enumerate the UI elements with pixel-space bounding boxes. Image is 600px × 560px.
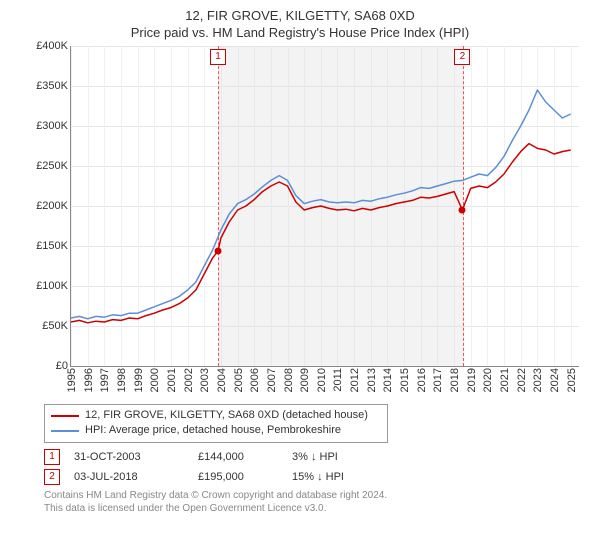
footer: Contains HM Land Registry data © Crown c… <box>44 489 556 515</box>
plot-area: 12 <box>70 46 579 367</box>
y-axis: £0£50K£100K£150K£200K£250K£300K£350K£400… <box>20 46 70 366</box>
legend-swatch-hpi <box>51 430 79 432</box>
x-tick-label: 2017 <box>432 368 444 392</box>
annot-row-2: 2 03-JUL-2018 £195,000 15% ↓ HPI <box>44 469 590 485</box>
y-tick-label: £400K <box>20 40 68 52</box>
y-tick-label: £350K <box>20 80 68 92</box>
x-tick-label: 2002 <box>183 368 195 392</box>
legend: 12, FIR GROVE, KILGETTY, SA68 0XD (detac… <box>44 404 388 443</box>
legend-label-hpi: HPI: Average price, detached house, Pemb… <box>85 423 341 438</box>
x-tick-label: 2005 <box>233 368 245 392</box>
annot-row-1: 1 31-OCT-2003 £144,000 3% ↓ HPI <box>44 449 590 465</box>
x-tick-label: 2007 <box>266 368 278 392</box>
legend-row-hpi: HPI: Average price, detached house, Pemb… <box>51 423 381 438</box>
x-tick-label: 2022 <box>516 368 528 392</box>
x-tick-label: 2024 <box>549 368 561 392</box>
footer-line-1: Contains HM Land Registry data © Crown c… <box>44 489 556 502</box>
footer-line-2: This data is licensed under the Open Gov… <box>44 502 556 515</box>
x-tick-label: 2009 <box>299 368 311 392</box>
line-layer <box>71 46 579 366</box>
annot-diff-2: 15% ↓ HPI <box>292 471 392 483</box>
x-tick-label: 1999 <box>133 368 145 392</box>
x-tick-label: 2016 <box>416 368 428 392</box>
x-tick-label: 2001 <box>166 368 178 392</box>
x-tick-label: 2025 <box>566 368 578 392</box>
x-tick-label: 1998 <box>116 368 128 392</box>
x-tick-label: 2004 <box>216 368 228 392</box>
x-tick-label: 2014 <box>382 368 394 392</box>
legend-row-property: 12, FIR GROVE, KILGETTY, SA68 0XD (detac… <box>51 408 381 423</box>
y-tick-label: £300K <box>20 120 68 132</box>
marker-badge: 1 <box>210 49 226 65</box>
x-tick-label: 2008 <box>283 368 295 392</box>
annot-diff-1: 3% ↓ HPI <box>292 451 392 463</box>
marker-badge: 2 <box>454 49 470 65</box>
annot-badge-2: 2 <box>44 469 60 485</box>
sale-point <box>215 247 222 254</box>
x-tick-label: 2003 <box>199 368 211 392</box>
x-tick-label: 1997 <box>99 368 111 392</box>
y-tick-label: £0 <box>20 360 68 372</box>
x-tick-label: 1996 <box>83 368 95 392</box>
x-tick-label: 2015 <box>399 368 411 392</box>
annot-date-2: 03-JUL-2018 <box>74 471 184 483</box>
annot-badge-1: 1 <box>44 449 60 465</box>
x-axis: 1995199619971998199920002001200220032004… <box>70 368 578 398</box>
annot-price-1: £144,000 <box>198 451 278 463</box>
legend-swatch-property <box>51 415 79 417</box>
chart-area: £0£50K£100K£150K£200K£250K£300K£350K£400… <box>20 46 580 396</box>
y-tick-label: £50K <box>20 320 68 332</box>
y-tick-label: £150K <box>20 240 68 252</box>
sale-annotations: 1 31-OCT-2003 £144,000 3% ↓ HPI 2 03-JUL… <box>44 449 590 485</box>
x-tick-label: 2021 <box>499 368 511 392</box>
x-tick-label: 2013 <box>366 368 378 392</box>
sale-point <box>459 206 466 213</box>
page-title: 12, FIR GROVE, KILGETTY, SA68 0XD <box>10 8 590 25</box>
y-tick-label: £250K <box>20 160 68 172</box>
annot-date-1: 31-OCT-2003 <box>74 451 184 463</box>
x-tick-label: 2019 <box>466 368 478 392</box>
y-tick-label: £100K <box>20 280 68 292</box>
x-tick-label: 2020 <box>482 368 494 392</box>
x-tick-label: 2006 <box>249 368 261 392</box>
legend-label-property: 12, FIR GROVE, KILGETTY, SA68 0XD (detac… <box>85 408 368 423</box>
x-tick-label: 2012 <box>349 368 361 392</box>
annot-price-2: £195,000 <box>198 471 278 483</box>
page-subtitle: Price paid vs. HM Land Registry's House … <box>10 25 590 40</box>
x-tick-label: 2010 <box>316 368 328 392</box>
y-tick-label: £200K <box>20 200 68 212</box>
x-tick-label: 2000 <box>149 368 161 392</box>
x-tick-label: 2018 <box>449 368 461 392</box>
x-tick-label: 2023 <box>532 368 544 392</box>
x-tick-label: 1995 <box>66 368 78 392</box>
x-tick-label: 2011 <box>332 368 344 392</box>
